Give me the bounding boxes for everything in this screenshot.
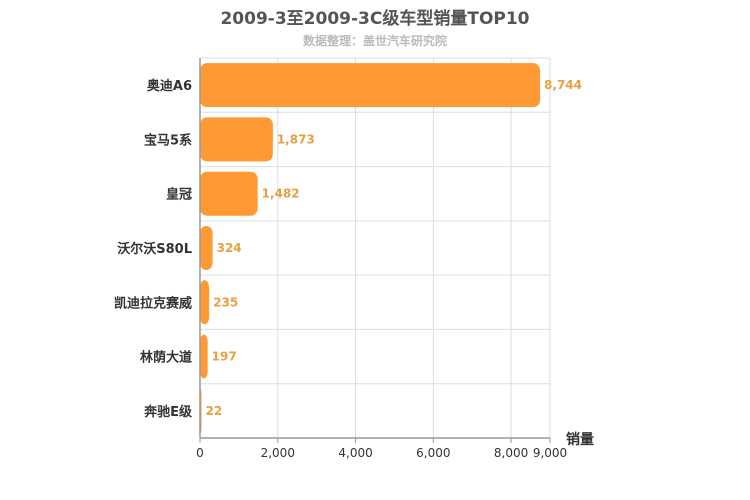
bars: 8,744 1,873 1,482 324 235 197 22 [200,63,582,433]
x-tick-label: 6,000 [416,446,450,460]
x-tick-label: 0 [196,446,204,460]
data-label: 1,873 [277,132,315,146]
y-tick-label: 皇冠 [166,187,192,203]
x-tick-label: 2,000 [261,446,295,460]
bar [200,117,273,162]
axes: 0 2,000 4,000 6,000 8,000 9,000 奥迪A6 宝马5系皇冠沃尔沃S… [114,58,567,460]
x-axis-label: 销量 [566,431,594,448]
y-tick-label: 宝马5系 [144,132,192,148]
bar [200,334,208,379]
bar [200,63,541,108]
y-tick-label: 林荫大道 [140,350,192,366]
data-label: 22 [206,404,223,418]
data-label: 235 [213,295,238,309]
x-tick-label: 4,000 [338,446,372,460]
y-tick-label: 奥迪A6 [147,78,192,94]
bar [200,280,210,325]
data-label: 197 [212,350,237,364]
x-tick-label: 9,000 [533,446,567,460]
bar [200,171,258,216]
chart-title: 2009-3至2009-3C级车型销量TOP10 [220,9,530,29]
grid-lines [199,57,551,439]
y-tick-label: 奔驰E级 [143,404,193,420]
x-tick-label: 8,000 [494,446,528,460]
data-label: 8,744 [544,78,582,92]
data-label: 324 [217,241,242,255]
data-label: 1,482 [262,187,300,201]
chart-subtitle: 数据整理：盖世汽车研究院 [302,34,447,48]
bar [200,226,213,270]
y-tick-label: 沃尔沃S80L [117,241,192,257]
y-tick-label: 凯迪拉克赛威 [114,295,192,311]
